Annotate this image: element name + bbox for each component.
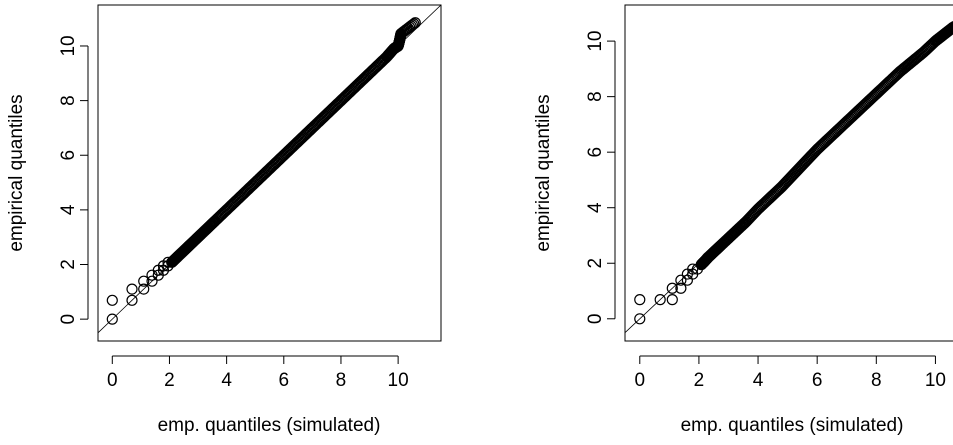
qq-plot-left: 0 2 4 6 8 10 0 2 4 6 8 10 emp. quantiles (simulate…	[6, 4, 442, 436]
y-tick-label: 8	[585, 91, 606, 102]
y-tick-label: 0	[58, 314, 79, 325]
x-tick-label: 0	[634, 370, 645, 391]
data-points	[106, 17, 421, 325]
y-tick-label: 4	[58, 204, 79, 215]
y-tick-label: 6	[58, 150, 79, 161]
data-point	[126, 294, 138, 306]
data-point	[675, 274, 687, 286]
data-point	[138, 275, 150, 287]
x-tick-label: 6	[279, 370, 290, 391]
data-point	[634, 294, 646, 306]
data-point	[106, 294, 118, 306]
data-point	[126, 283, 138, 295]
data-point	[842, 114, 854, 127]
y-tick-label: 10	[58, 35, 79, 56]
data-point	[795, 161, 807, 173]
x-tick-label: 8	[336, 370, 347, 391]
data-points	[634, 21, 953, 325]
y-axis-ticks: 0 2 4 6 8 10	[585, 31, 615, 324]
data-point	[747, 208, 759, 220]
x-tick-label: 10	[925, 370, 946, 391]
y-tick-label: 8	[58, 95, 79, 106]
data-point	[681, 274, 693, 286]
data-point	[806, 148, 819, 160]
data-point	[818, 137, 830, 149]
x-axis-ticks: 0 2 4 6 8 10	[634, 356, 946, 391]
data-point	[405, 20, 417, 32]
y-axis-ticks: 0 2 4 6 8 10	[58, 35, 88, 324]
data-point	[877, 81, 890, 93]
data-point	[666, 294, 678, 306]
data-point	[634, 313, 646, 325]
data-point	[687, 263, 699, 275]
x-axis-label: emp. quantiles (simulated)	[158, 415, 381, 436]
x-tick-label: 2	[694, 370, 705, 391]
data-point	[830, 126, 842, 138]
data-point	[106, 313, 118, 325]
y-tick-label: 10	[585, 31, 606, 52]
data-point	[783, 173, 795, 185]
data-point	[406, 19, 419, 31]
data-point	[138, 283, 150, 295]
data-point	[204, 220, 216, 232]
data-point	[675, 282, 687, 294]
x-tick-label: 8	[871, 370, 882, 391]
data-point	[865, 92, 878, 104]
data-point	[195, 228, 208, 240]
data-point	[759, 196, 771, 209]
plot-frame	[97, 4, 442, 342]
y-axis-label: empirical quantiles	[533, 94, 554, 251]
data-point	[146, 275, 158, 287]
data-point	[854, 103, 866, 116]
reference-line	[625, 24, 953, 334]
x-tick-label: 0	[107, 370, 118, 391]
y-tick-label: 2	[585, 258, 606, 269]
x-tick-label: 6	[812, 370, 823, 391]
data-point	[666, 282, 678, 294]
data-point	[187, 236, 199, 248]
x-axis-ticks: 0 2 4 6 8 10	[107, 356, 409, 391]
data-point	[771, 185, 783, 197]
data-point	[408, 18, 420, 30]
y-tick-label: 0	[585, 313, 606, 324]
plot-frame	[624, 4, 953, 342]
reference-line	[98, 5, 441, 334]
qq-plot-right: 0 2 4 6 8 10 0 2 4 6 8 10 emp. quantiles (simulate…	[533, 4, 953, 436]
y-tick-label: 2	[58, 259, 79, 270]
x-tick-label: 4	[753, 370, 764, 391]
x-tick-label: 4	[221, 370, 232, 391]
x-tick-label: 10	[388, 370, 409, 391]
x-axis-label: emp. quantiles (simulated)	[681, 415, 904, 436]
y-axis-label: empirical quantiles	[6, 94, 27, 251]
y-tick-label: 4	[585, 202, 606, 213]
y-tick-label: 6	[585, 147, 606, 158]
data-point	[654, 294, 666, 306]
x-tick-label: 2	[164, 370, 175, 391]
